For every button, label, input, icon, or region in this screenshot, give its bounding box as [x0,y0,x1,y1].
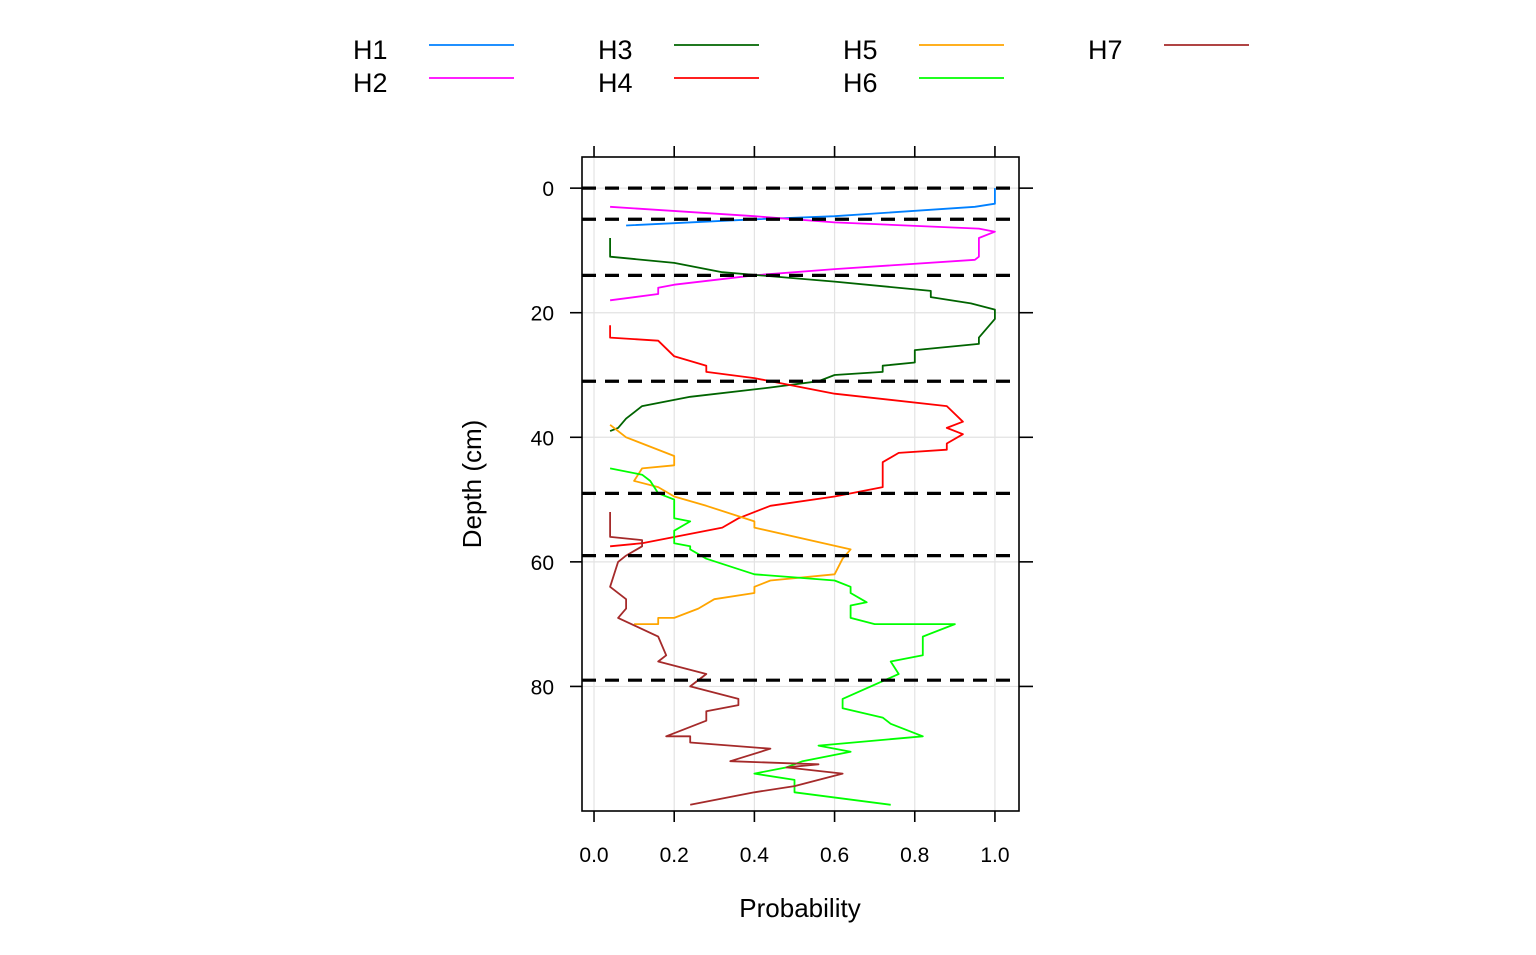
series-line-h7 [609,512,844,806]
x-tick-label: 0.4 [740,844,770,867]
legend-label-h3: H3 [598,35,633,65]
series-line-h4 [609,325,964,548]
y-tick-label: 20 [531,303,554,326]
series-line-h5 [609,424,852,625]
axes: 0.0 0.2 0.4 0.6 0.8 1.0 0 20 40 60 80 [531,146,1033,867]
y-tick-label: 80 [531,676,554,699]
y-tick-label: 0 [542,178,554,201]
legend-label-h1: H1 [353,35,388,65]
legend-label-h7: H7 [1088,35,1123,65]
x-tick-label: 1.0 [980,844,1009,867]
legend-label-h6: H6 [843,68,878,98]
x-tick-label: 0.2 [660,844,689,867]
series-lines [609,188,996,806]
y-axis-title: Depth (cm) [457,420,487,549]
x-axis-title: Probability [739,893,860,923]
y-tick-label: 40 [531,427,554,450]
series-line-h3 [609,238,996,432]
x-tick-label: 0.6 [820,844,849,867]
legend-label-h2: H2 [353,68,388,98]
horizon-boundaries [582,186,1019,682]
series-line-h6 [609,467,956,806]
grid-lines [582,157,1019,811]
legend-label-h4: H4 [598,68,633,98]
x-tick-label: 0.8 [900,844,929,867]
y-tick-label: 60 [531,552,554,575]
legend-label-h5: H5 [843,35,878,65]
plot-frame [581,156,1020,812]
series-line-h2 [609,205,996,302]
x-tick-label: 0.0 [579,844,608,867]
